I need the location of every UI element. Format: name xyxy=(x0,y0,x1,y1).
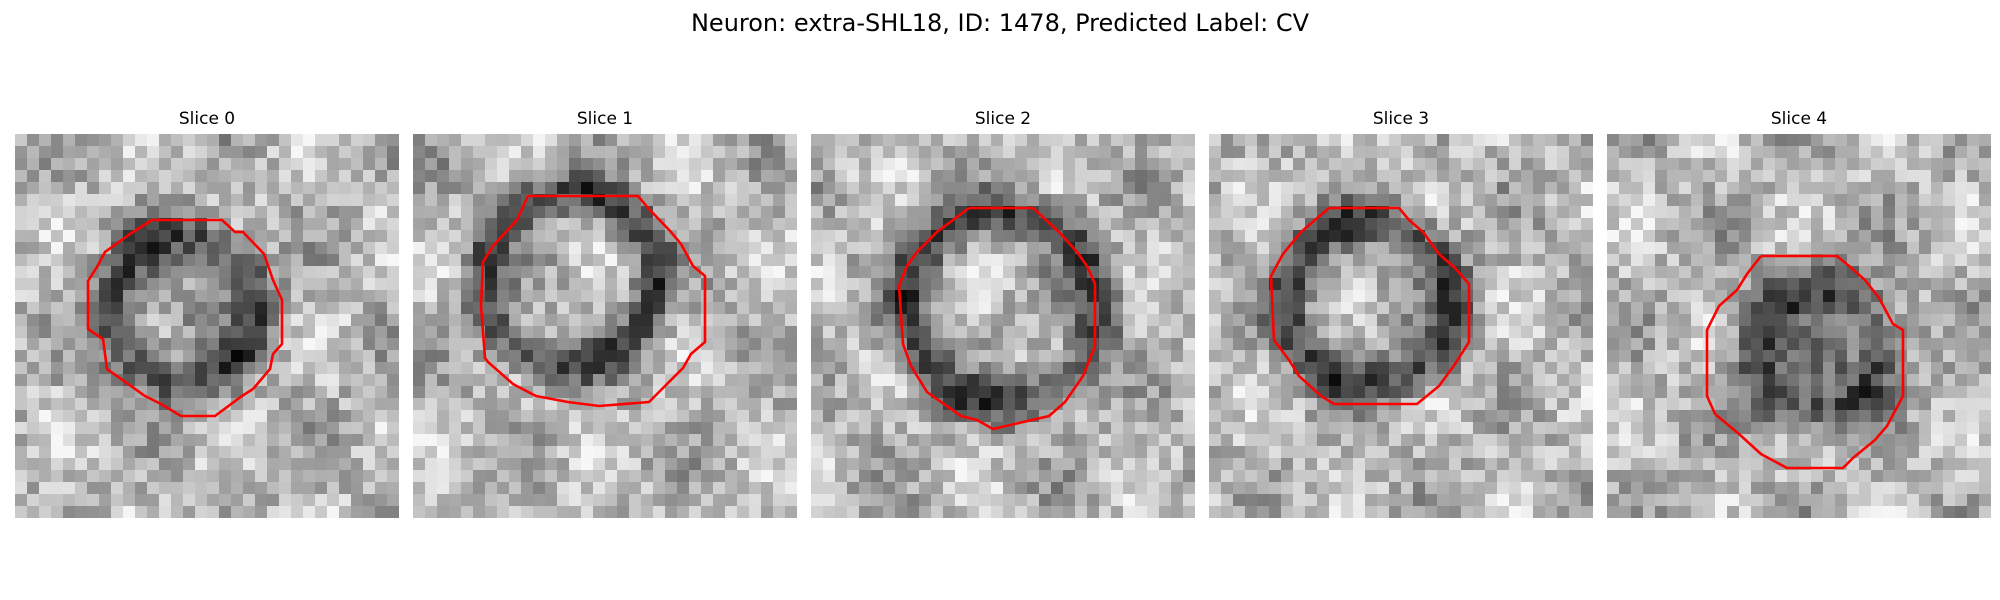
slice-image xyxy=(811,134,1195,518)
slice-image xyxy=(1607,134,1991,518)
grayscale-pixels xyxy=(1209,134,1593,518)
slice-image xyxy=(15,134,399,518)
cell-contour xyxy=(1705,254,1905,470)
slice-title: Slice 4 xyxy=(1770,109,1828,129)
slice-title: Slice 1 xyxy=(576,109,634,129)
cell-contour xyxy=(897,206,1097,431)
slice-image xyxy=(1209,134,1593,518)
grayscale-pixels xyxy=(413,134,797,518)
grayscale-pixels xyxy=(15,134,399,518)
slice-title: Slice 3 xyxy=(1372,109,1430,129)
figure-title: Neuron: extra-SHL18, ID: 1478, Predicted… xyxy=(690,9,1310,37)
cell-contour xyxy=(86,218,284,418)
slice-title: Slice 0 xyxy=(178,109,236,129)
grayscale-pixels xyxy=(811,134,1195,518)
cell-contour xyxy=(1269,206,1471,406)
slice-title: Slice 2 xyxy=(974,109,1032,129)
grayscale-pixels xyxy=(1607,134,1991,518)
slice-image xyxy=(413,134,797,518)
cell-contour xyxy=(479,194,707,408)
